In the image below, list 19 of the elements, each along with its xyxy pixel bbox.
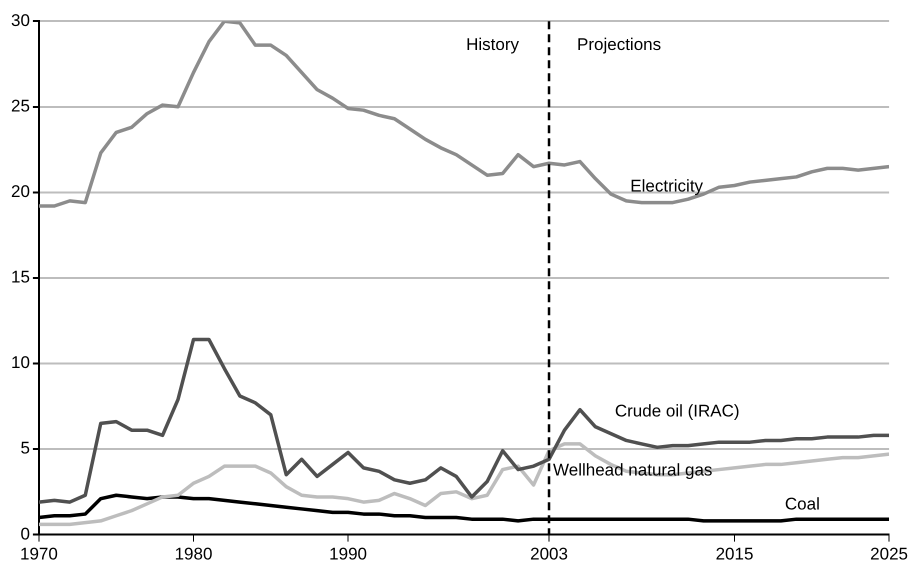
series-label: Coal [784,494,820,514]
series-label: Wellhead natural gas [553,460,712,480]
series-label: Electricity [630,176,704,196]
x-tick-label: 1970 [20,544,58,564]
y-tick-label: 0 [20,524,30,544]
y-tick-label: 15 [10,268,30,287]
x-tick-label: 1990 [329,544,367,564]
y-tick-label: 10 [10,353,30,372]
x-tick-label: 2003 [530,544,568,564]
y-tick-label: 5 [20,438,30,458]
annotation: Projections [577,34,662,54]
annotation: History [466,34,520,54]
y-tick-label: 30 [10,10,30,30]
x-tick-label: 2025 [870,544,908,564]
x-tick-label: 1980 [174,544,212,564]
y-tick-label: 20 [10,182,30,202]
y-tick-label: 25 [10,96,30,116]
series-label: Crude oil (IRAC) [614,401,740,420]
x-tick-label: 2015 [716,544,754,564]
